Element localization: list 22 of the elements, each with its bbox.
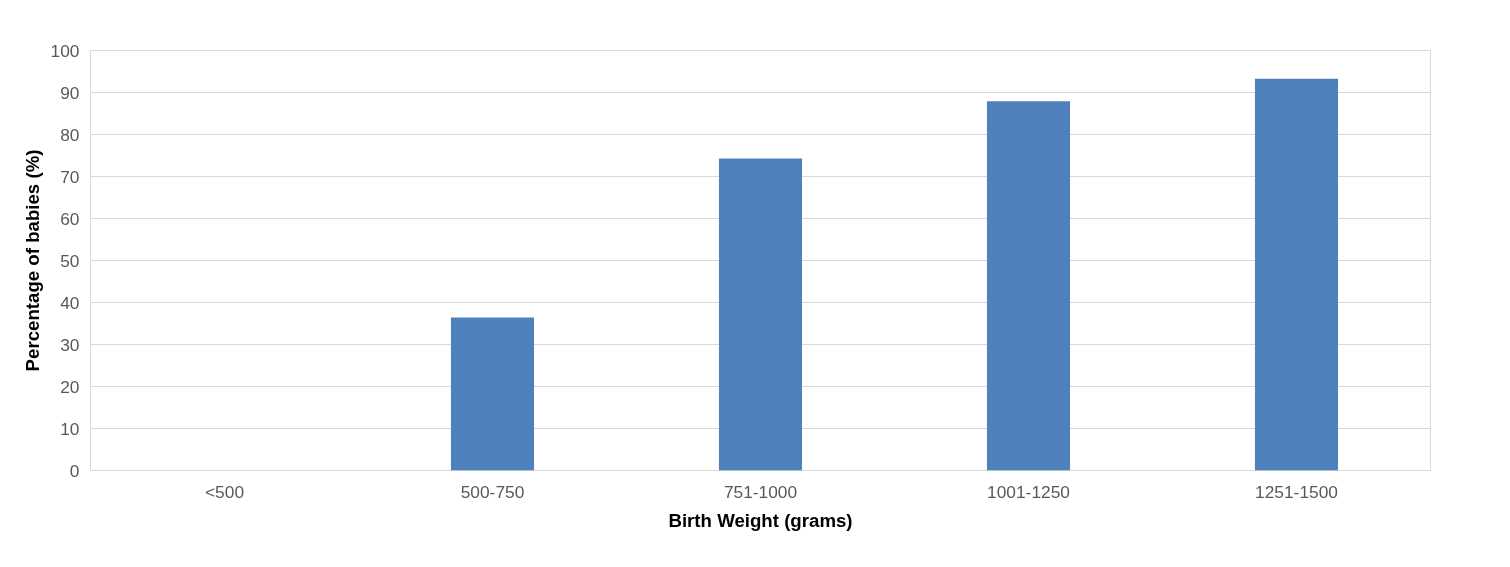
bar [450,317,535,471]
y-tick-label: 20 [60,376,80,397]
y-tick-label: 10 [60,418,80,439]
bar [1254,78,1339,471]
bar [986,101,1071,471]
y-tick-label: 100 [50,40,80,61]
x-tick-label: <500 [204,481,245,502]
x-tick-label: 1001-1250 [987,481,1070,502]
y-tick-label: 90 [60,82,80,103]
y-tick-label: 70 [60,166,80,187]
y-tick-label: 50 [60,250,80,271]
bar [718,158,803,471]
x-axis-title: Birth Weight (grams) [668,509,853,531]
x-tick-label: 751-1000 [723,481,798,502]
y-tick-label: 40 [60,292,80,313]
x-tick-label: 500-750 [460,481,525,502]
y-tick-label: 60 [60,208,80,229]
y-tick-label: 30 [60,334,80,355]
x-tick-label: 1251-1500 [1255,481,1338,502]
y-tick-label: 0 [69,460,80,481]
y-tick-label: 80 [60,124,80,145]
y-axis-title: Percentage of babies (%) [21,149,43,372]
